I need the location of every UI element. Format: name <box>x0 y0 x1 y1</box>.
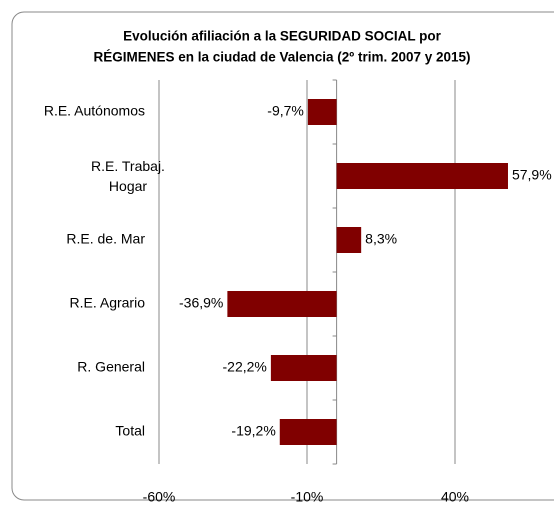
y-tick-label-line: Hogar <box>109 178 147 194</box>
y-tick-label: Total <box>115 423 145 439</box>
y-tick-label: R.E. de. Mar <box>66 231 145 247</box>
y-tick-label: R. General <box>77 359 145 375</box>
chart-title: Evolución afiliación a la SEGURIDAD SOCI… <box>123 29 442 44</box>
chart-title: RÉGIMENES en la ciudad de Valencia (2º t… <box>93 50 470 65</box>
data-label: -9,7% <box>267 103 304 119</box>
y-tick-label: R.E. Trabaj. Hogar <box>91 158 165 194</box>
y-tick-label: R.E. Autónomos <box>44 103 145 119</box>
x-tick-label: 40% <box>441 489 469 505</box>
bar <box>336 163 508 189</box>
bar <box>279 419 337 445</box>
bar <box>336 227 362 253</box>
data-label: 8,3% <box>365 231 397 247</box>
y-tick-label: R.E. Agrario <box>70 295 146 311</box>
x-tick-label: -10% <box>291 489 324 505</box>
bar <box>270 355 337 381</box>
data-label: 57,9% <box>512 167 552 183</box>
bar <box>307 99 337 125</box>
chart-frame <box>11 11 554 501</box>
x-tick-label: -60% <box>143 489 176 505</box>
y-tick-label-line: R.E. Trabaj. <box>91 158 165 174</box>
data-label: -36,9% <box>179 295 223 311</box>
data-label: -19,2% <box>231 423 275 439</box>
data-label: -22,2% <box>223 359 267 375</box>
bar <box>227 291 337 317</box>
